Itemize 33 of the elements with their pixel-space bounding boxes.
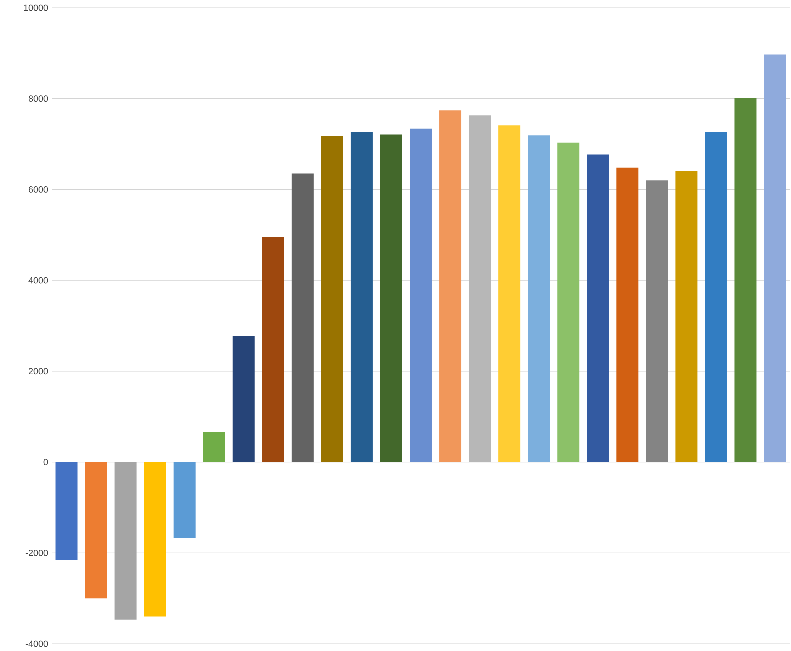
bar bbox=[587, 154, 610, 462]
bar bbox=[646, 180, 668, 462]
bar bbox=[321, 136, 344, 462]
y-tick-label: 6000 bbox=[28, 186, 48, 193]
bar bbox=[380, 134, 402, 462]
bar bbox=[350, 132, 373, 462]
bar bbox=[232, 336, 255, 462]
bar bbox=[734, 98, 757, 462]
bar bbox=[203, 432, 226, 462]
y-tick-label: 8000 bbox=[28, 96, 48, 102]
bar bbox=[498, 126, 521, 462]
y-tick-label: 10000 bbox=[24, 4, 48, 12]
y-tick-label: 2000 bbox=[28, 368, 48, 375]
bar bbox=[144, 462, 166, 617]
y-tick-label: -2000 bbox=[26, 550, 48, 556]
bar bbox=[262, 237, 284, 462]
bar bbox=[114, 462, 137, 620]
y-tick-label: -4000 bbox=[26, 640, 48, 648]
bar bbox=[85, 462, 108, 599]
bar bbox=[528, 136, 550, 462]
bar bbox=[56, 462, 78, 560]
bar bbox=[616, 168, 639, 462]
bar bbox=[469, 116, 492, 462]
bar bbox=[705, 132, 728, 462]
bar bbox=[764, 54, 786, 462]
bar bbox=[440, 110, 462, 462]
bar bbox=[292, 174, 314, 462]
y-tick-label: 4000 bbox=[28, 277, 48, 284]
bar bbox=[174, 462, 196, 538]
bar bbox=[410, 128, 432, 462]
y-tick-label: 0 bbox=[44, 459, 48, 466]
bar bbox=[676, 172, 698, 462]
bar bbox=[558, 142, 580, 462]
